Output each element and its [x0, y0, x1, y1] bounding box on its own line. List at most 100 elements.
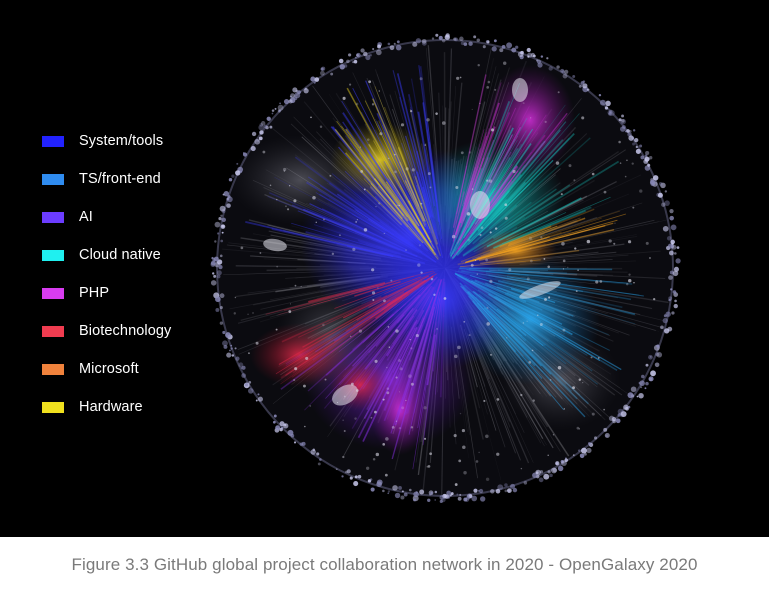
cluster-streak — [463, 148, 481, 205]
ring-node — [263, 124, 268, 129]
ring-node — [297, 90, 301, 95]
cluster-streak — [386, 178, 420, 228]
cluster-streak — [458, 113, 580, 252]
ring-node — [221, 231, 224, 234]
cluster-streak — [453, 82, 502, 240]
cluster-streak — [278, 285, 382, 316]
inner-node — [624, 175, 627, 178]
inner-node — [528, 360, 532, 364]
ring-node — [459, 493, 462, 496]
inner-node — [463, 321, 465, 323]
inner-node — [462, 445, 466, 450]
inner-node — [356, 219, 358, 221]
ring-node — [580, 81, 585, 85]
inner-node — [363, 188, 366, 191]
cluster-streak — [492, 160, 620, 240]
cluster-streak — [360, 111, 430, 240]
ring-node — [310, 76, 316, 82]
cluster-glow — [330, 122, 430, 198]
cluster-streak — [345, 128, 437, 256]
cluster-streak — [460, 208, 595, 263]
cluster-streak — [362, 326, 418, 442]
inner-node — [451, 234, 456, 239]
inner-node — [582, 381, 584, 384]
inner-node — [530, 247, 532, 250]
inner-node — [339, 234, 341, 236]
ring-node — [456, 493, 459, 496]
ring-node — [215, 296, 221, 303]
inner-node — [457, 345, 461, 350]
cluster-streak — [461, 270, 584, 293]
inner-node — [486, 179, 489, 182]
ring-node — [387, 42, 391, 46]
ring-node — [369, 53, 373, 57]
inner-node — [573, 179, 576, 182]
inner-node — [568, 164, 572, 168]
inner-node — [409, 339, 411, 341]
cluster-streak — [455, 152, 532, 254]
inner-node — [468, 151, 472, 154]
ring-node — [222, 340, 228, 347]
cluster-streak — [472, 300, 517, 353]
inner-node — [466, 212, 471, 216]
inner-node — [374, 410, 377, 414]
cluster-streak — [383, 160, 434, 248]
cluster-streak — [472, 233, 545, 260]
cluster-streak — [461, 121, 567, 249]
cluster-streak — [459, 140, 518, 242]
ring-node — [464, 497, 470, 502]
inner-node — [455, 185, 459, 189]
inner-node — [427, 172, 431, 175]
ring-node — [259, 123, 263, 127]
cluster-streak — [391, 306, 435, 460]
inner-node — [496, 398, 500, 401]
cluster-streak — [497, 269, 540, 272]
cluster-streak — [312, 292, 409, 361]
ring-node — [251, 131, 257, 137]
ring-node — [440, 497, 446, 503]
legend-item-cloud-native: Cloud native — [42, 236, 171, 274]
inner-node — [494, 227, 498, 230]
cluster-streak — [506, 270, 578, 275]
inner-node — [503, 61, 507, 65]
inner-node — [537, 314, 539, 316]
cluster-streak — [372, 98, 426, 222]
ring-node — [499, 48, 504, 53]
cluster-streak — [298, 295, 388, 338]
cluster-streak — [351, 309, 399, 351]
cluster-streak — [359, 241, 400, 256]
inner-node — [529, 259, 533, 263]
inner-node — [398, 204, 400, 207]
ring-node — [471, 495, 478, 502]
ring-node — [217, 232, 220, 235]
cluster-streak — [454, 273, 622, 371]
ring-node — [657, 192, 663, 198]
cluster-streak — [489, 308, 526, 342]
cluster-streak — [374, 86, 431, 230]
cluster-streak — [482, 216, 526, 245]
ring-node — [572, 74, 576, 78]
inner-node — [562, 328, 566, 332]
ring-node — [435, 33, 439, 37]
inner-node — [490, 128, 495, 132]
cluster-streak — [416, 150, 444, 259]
ring-node — [515, 45, 519, 49]
inner-node — [240, 246, 244, 250]
inner-node — [371, 103, 375, 106]
ring-node — [392, 485, 398, 491]
ring-node — [353, 481, 359, 487]
inner-node — [548, 296, 551, 299]
inner-node — [522, 102, 525, 105]
ring-node — [287, 429, 294, 436]
inner-node — [453, 434, 457, 438]
cluster-streak — [345, 129, 417, 229]
cluster-streak — [291, 286, 420, 378]
cluster-streak — [465, 225, 606, 264]
cluster-streak — [378, 120, 427, 226]
inner-node — [383, 299, 386, 303]
cluster-streak — [321, 208, 383, 239]
inner-node — [591, 172, 595, 176]
inner-node — [485, 477, 490, 481]
ring-node — [504, 489, 508, 493]
cluster-streak — [453, 180, 473, 237]
